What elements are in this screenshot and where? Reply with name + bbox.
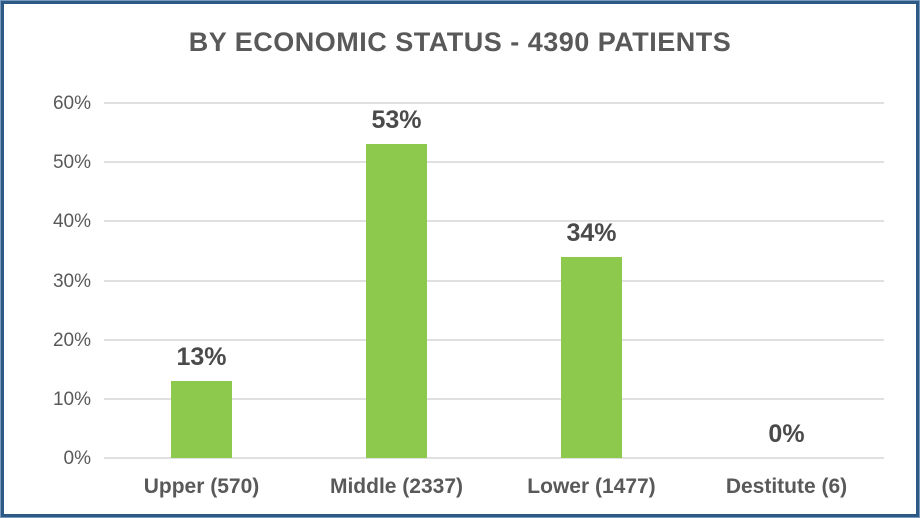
y-axis-tick-label: 20% xyxy=(52,329,91,351)
bar-data-label: 53% xyxy=(371,106,422,135)
chart-title: BY ECONOMIC STATUS - 4390 PATIENTS xyxy=(188,27,732,57)
y-axis-tick-label: 40% xyxy=(52,211,91,233)
x-axis-category-label: Destitute (6) xyxy=(725,475,848,498)
x-axis-category-label: Upper (570) xyxy=(143,475,260,498)
bar-data-label: 34% xyxy=(566,218,617,247)
gridline xyxy=(104,279,884,282)
bar xyxy=(561,256,622,458)
bar-data-label: 0% xyxy=(768,420,805,448)
bar xyxy=(171,381,232,458)
gridline xyxy=(104,161,884,164)
bar xyxy=(366,144,427,458)
plot-area: 13% 53% 34% 0% xyxy=(104,102,884,459)
gridline xyxy=(104,457,884,459)
y-axis-tick-label: 50% xyxy=(52,152,91,174)
gridline xyxy=(104,102,884,104)
y-axis-tick-label: 30% xyxy=(52,270,91,292)
y-axis-tick-label: 60% xyxy=(52,93,91,114)
gridline xyxy=(104,338,884,341)
x-axis-category-label: Lower (1477) xyxy=(527,475,656,498)
y-axis-tick-label: 0% xyxy=(63,448,91,469)
bar-data-label: 13% xyxy=(176,343,227,372)
x-axis-category-label: Middle (2337) xyxy=(329,475,464,498)
gridline xyxy=(104,220,884,223)
gridline xyxy=(104,397,884,400)
y-axis-tick-label: 10% xyxy=(52,388,91,410)
